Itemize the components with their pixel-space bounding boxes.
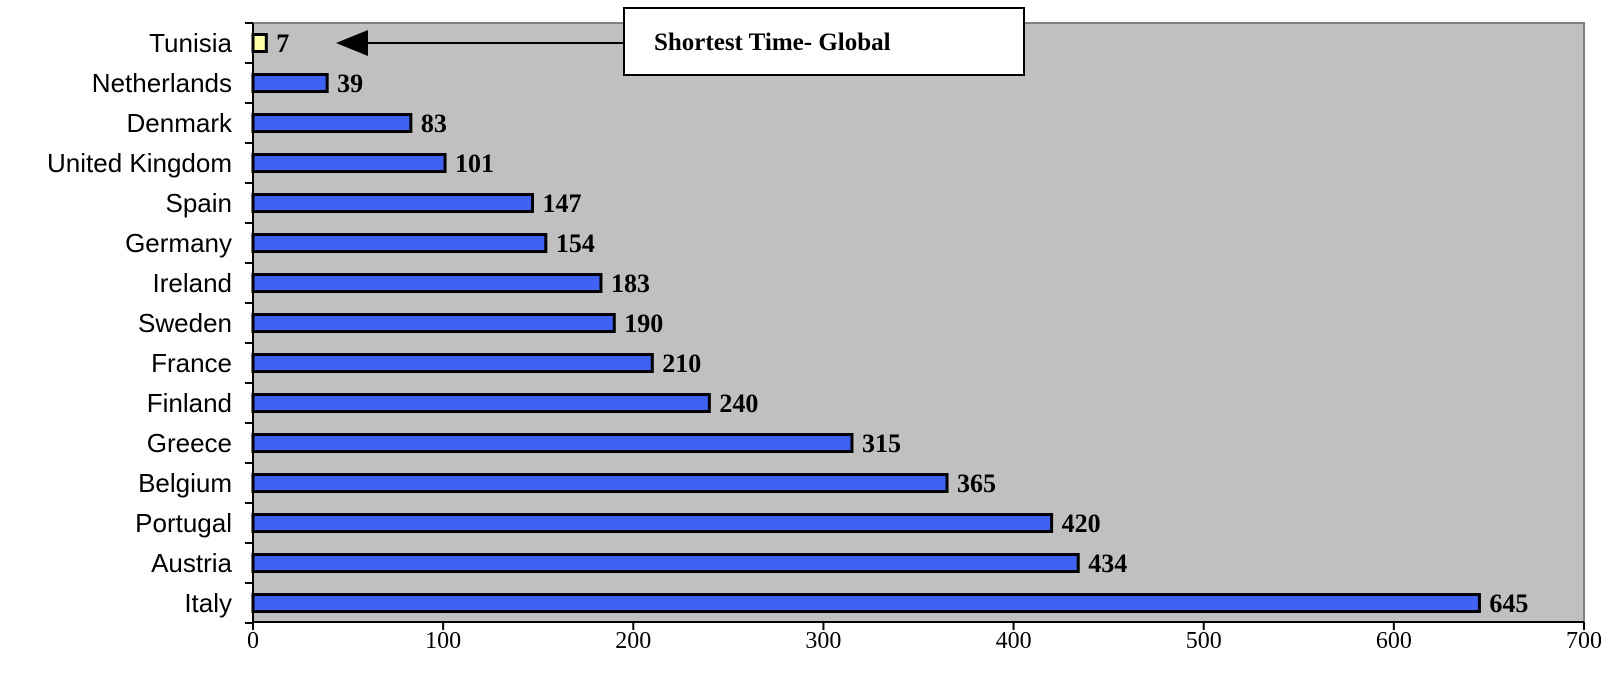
data-label: 190 — [624, 309, 663, 338]
category-label: United Kingdom — [47, 148, 232, 178]
bar — [251, 313, 616, 333]
category-label: Tunisia — [149, 28, 232, 58]
callout-text: Shortest Time- Global — [654, 29, 891, 56]
callout-box — [623, 7, 1025, 76]
x-tick-label: 200 — [615, 628, 651, 654]
data-label: 420 — [1062, 509, 1101, 538]
category-label: France — [151, 348, 232, 378]
bar — [251, 233, 548, 253]
data-label: 210 — [662, 349, 701, 378]
x-tick-label: 100 — [425, 628, 461, 654]
x-tick-label: 300 — [805, 628, 841, 654]
callout: Shortest Time- Global — [336, 7, 1025, 76]
data-label: 7 — [276, 29, 289, 58]
x-tick-label: 0 — [247, 628, 259, 654]
bar — [251, 353, 654, 373]
category-label: Sweden — [138, 308, 232, 338]
bar — [251, 433, 854, 453]
data-label: 315 — [862, 429, 901, 458]
bar — [251, 513, 1054, 533]
data-label: 240 — [719, 389, 758, 418]
bar — [251, 153, 447, 173]
data-label: 645 — [1489, 589, 1528, 618]
x-tick-label: 400 — [996, 628, 1032, 654]
bars — [251, 33, 1481, 613]
category-label: Spain — [166, 188, 233, 218]
data-label: 147 — [543, 189, 582, 218]
bar — [251, 553, 1080, 573]
data-label: 83 — [421, 109, 447, 138]
category-label: Belgium — [138, 468, 232, 498]
bar — [251, 393, 711, 413]
bar — [251, 273, 603, 293]
category-label: Portugal — [135, 508, 232, 538]
x-tick-label: 700 — [1566, 628, 1602, 654]
category-label: Netherlands — [92, 68, 232, 98]
category-label: Germany — [125, 228, 232, 258]
data-label: 39 — [337, 69, 363, 98]
x-tick-label: 600 — [1376, 628, 1412, 654]
callout-arrow-head — [336, 30, 368, 56]
data-label: 183 — [611, 269, 650, 298]
bar — [251, 593, 1481, 613]
bar — [251, 73, 329, 93]
category-label: Ireland — [153, 268, 233, 298]
bar — [251, 193, 535, 213]
data-label: 434 — [1088, 549, 1127, 578]
bar — [251, 33, 268, 53]
category-label: Greece — [147, 428, 232, 458]
category-label: Denmark — [127, 108, 233, 138]
data-label: 101 — [455, 149, 494, 178]
category-label: Italy — [184, 588, 232, 618]
data-label: 154 — [556, 229, 595, 258]
labels: 0 100 200 300 400 500 600 700 Tunisia 7 Netherland… — [47, 28, 1602, 654]
data-label: 365 — [957, 469, 996, 498]
bar — [251, 473, 949, 493]
x-tick-label: 500 — [1186, 628, 1222, 654]
category-label: Austria — [151, 548, 232, 578]
category-label: Finland — [147, 388, 232, 418]
bar — [251, 113, 413, 133]
